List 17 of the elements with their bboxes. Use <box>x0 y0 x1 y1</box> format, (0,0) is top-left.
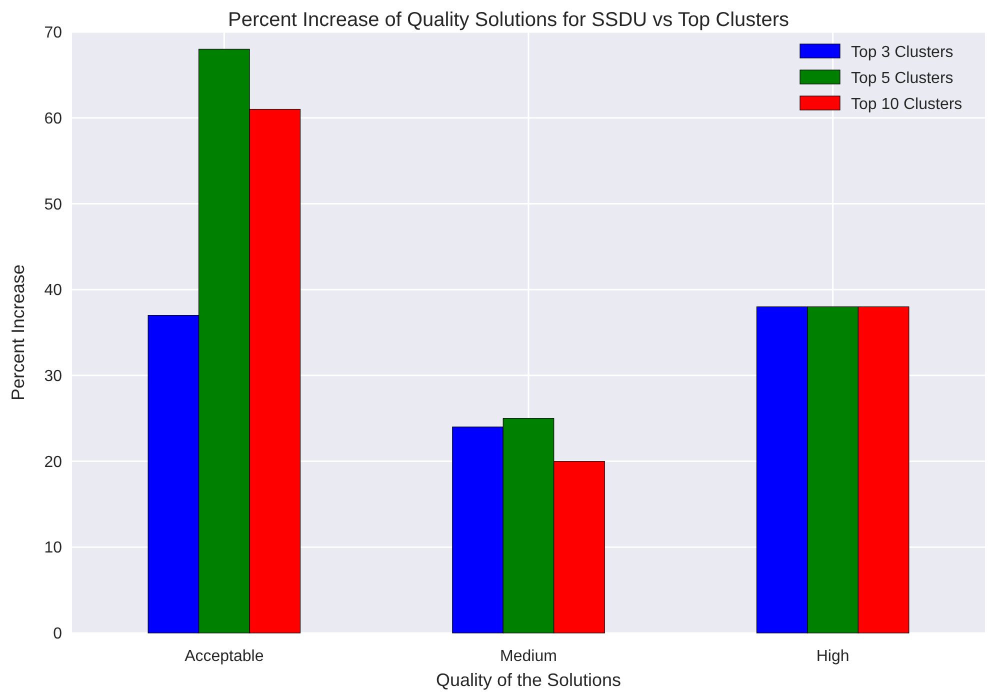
legend-label: Top 3 Clusters <box>851 44 954 61</box>
legend-label: Top 10 Clusters <box>851 96 962 113</box>
y-tick-label: 10 <box>44 540 62 557</box>
y-tick-label: 60 <box>44 110 62 128</box>
y-tick-label: 0 <box>53 626 62 643</box>
x-axis-title: Quality of the Solutions <box>436 670 622 690</box>
y-axis-title: Percent Increase <box>8 264 28 401</box>
y-tick-label: 30 <box>44 368 62 386</box>
x-tick-label: Medium <box>500 648 557 665</box>
y-tick-label: 50 <box>44 196 62 214</box>
y-tick-label: 70 <box>44 24 62 42</box>
chart-title: Percent Increase of Quality Solutions for SSDU vs Top Clusters <box>228 9 789 31</box>
x-tick-label: High <box>816 648 850 665</box>
y-tick-label: 20 <box>44 454 62 471</box>
legend-label: Top 5 Clusters <box>851 70 954 87</box>
x-tick-label: Acceptable <box>184 648 264 665</box>
y-tick-label: 40 <box>44 282 62 300</box>
